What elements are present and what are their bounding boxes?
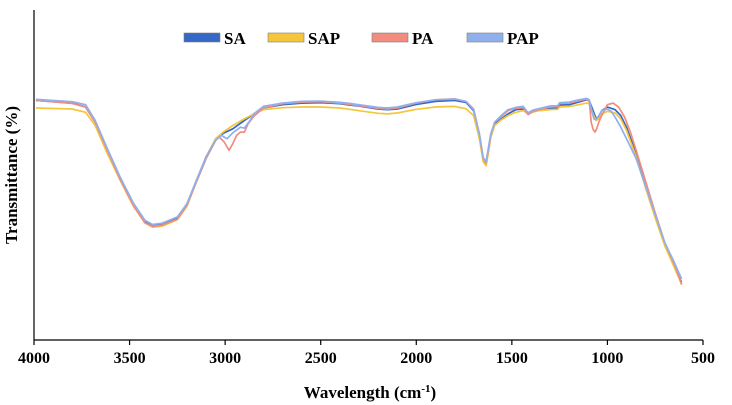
x-tick-label: 1500 bbox=[496, 350, 528, 367]
x-axis-label: Wavelength (cm-1) bbox=[304, 383, 436, 402]
x-tick-label: 500 bbox=[691, 350, 715, 367]
x-ticks: 4000 3500 3000 2500 2000 1500 1000 500 bbox=[18, 340, 715, 367]
legend-label-sap: SAP bbox=[308, 29, 340, 48]
series-line-pap bbox=[35, 97, 683, 280]
legend-label-pap: PAP bbox=[507, 29, 539, 48]
x-tick-label: 2000 bbox=[400, 350, 432, 367]
x-axis-label-main: Wavelength (cm bbox=[304, 383, 422, 402]
x-axis-label-close: ) bbox=[431, 383, 437, 402]
x-tick-label: 2500 bbox=[305, 350, 337, 367]
series-lines bbox=[35, 97, 683, 286]
y-axis-label: Transmittance (%) bbox=[2, 106, 21, 244]
legend-swatch-pap bbox=[466, 32, 504, 43]
series-line-sap bbox=[35, 102, 683, 286]
x-tick-label: 4000 bbox=[18, 350, 50, 367]
legend-label-sa: SA bbox=[224, 29, 246, 48]
series-line-pa bbox=[35, 97, 683, 285]
legend-swatch-sap bbox=[267, 32, 305, 43]
x-tick-label: 3500 bbox=[114, 350, 146, 367]
x-tick-label: 3000 bbox=[209, 350, 241, 367]
axes bbox=[33, 10, 703, 341]
legend-swatch-pa bbox=[371, 32, 409, 43]
x-axis-label-superscript: -1 bbox=[421, 383, 430, 395]
legend: SA SAP PA PAP bbox=[183, 29, 539, 48]
legend-label-pa: PA bbox=[412, 29, 434, 48]
x-tick-label: 1000 bbox=[591, 350, 623, 367]
series-line-sa bbox=[35, 98, 683, 283]
legend-swatch-sa bbox=[183, 32, 221, 43]
